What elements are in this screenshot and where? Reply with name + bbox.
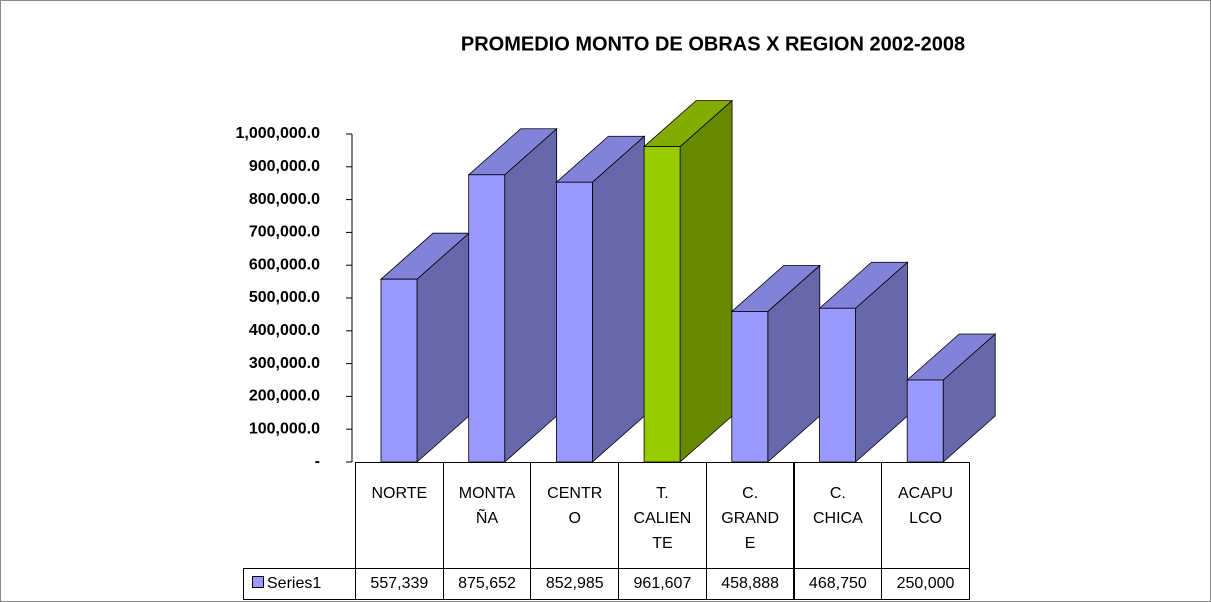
- legend-cell: Series1: [243, 568, 356, 600]
- value-cell-text: 961,607: [633, 575, 692, 592]
- bar: [380, 278, 418, 463]
- legend-label: Series1: [267, 575, 322, 592]
- y-tick-label: 600,000.0: [249, 256, 320, 273]
- y-tick-label: 700,000.0: [249, 224, 320, 241]
- chart-title: PROMEDIO MONTO DE OBRAS X REGION 2002-20…: [461, 33, 965, 55]
- category-cell-text: T. CALIENTE: [633, 485, 692, 552]
- y-tick-label: 800,000.0: [249, 191, 320, 208]
- value-cell: 468,750: [793, 568, 883, 600]
- value-cell: 458,888: [705, 568, 795, 600]
- value-cell-text: 852,985: [545, 575, 604, 592]
- y-tick-label: 400,000.0: [249, 322, 320, 339]
- bar-side: [679, 99, 733, 463]
- category-cell: NORTE: [355, 462, 444, 569]
- value-cell: 875,652: [442, 568, 532, 600]
- category-cell-text: CENTRO: [547, 485, 603, 527]
- y-tick-label: 200,000.0: [249, 388, 320, 405]
- value-cell-text: 250,000: [896, 575, 955, 592]
- category-cell: MONTAÑA: [442, 462, 532, 569]
- category-cell-text: ACAPULCO: [897, 485, 954, 527]
- y-tick-label: 900,000.0: [249, 158, 320, 175]
- value-cell-text: 468,750: [808, 575, 867, 592]
- bar: [643, 146, 681, 463]
- category-cell: C. GRANDE: [705, 462, 795, 569]
- y-tick-label: 100,000.0: [249, 420, 320, 437]
- bar: [731, 311, 769, 463]
- category-cell: C. CHICA: [793, 462, 883, 569]
- category-cell: ACAPULCO: [881, 462, 970, 569]
- value-cell-text: 458,888: [721, 575, 780, 592]
- category-cell-text: MONTAÑA: [458, 485, 516, 527]
- bar: [556, 181, 593, 463]
- bar: [906, 379, 944, 463]
- category-cell: CENTRO: [530, 462, 620, 569]
- value-cell: 557,339: [355, 568, 444, 600]
- value-cell: 961,607: [618, 568, 707, 600]
- category-cell-text: NORTE: [371, 485, 428, 502]
- value-cell-text: 557,339: [370, 575, 429, 592]
- y-tick-label: 500,000.0: [249, 289, 320, 306]
- value-cell: 852,985: [530, 568, 620, 600]
- y-tick-label: 1,000,000.0: [235, 125, 320, 142]
- bar-side: [592, 135, 645, 463]
- bar: [468, 174, 506, 463]
- legend-swatch: [252, 576, 264, 588]
- value-cell: 250,000: [881, 568, 970, 600]
- bar: [819, 307, 856, 463]
- category-cell-text: C. GRANDE: [721, 485, 780, 552]
- value-cell-text: 875,652: [458, 575, 516, 592]
- bar-side: [504, 127, 558, 463]
- category-cell: T. CALIENTE: [618, 462, 707, 569]
- category-cell-text: C. CHICA: [812, 485, 863, 527]
- y-tick-label: 300,000.0: [249, 355, 320, 372]
- y-tick-label: -: [315, 453, 320, 470]
